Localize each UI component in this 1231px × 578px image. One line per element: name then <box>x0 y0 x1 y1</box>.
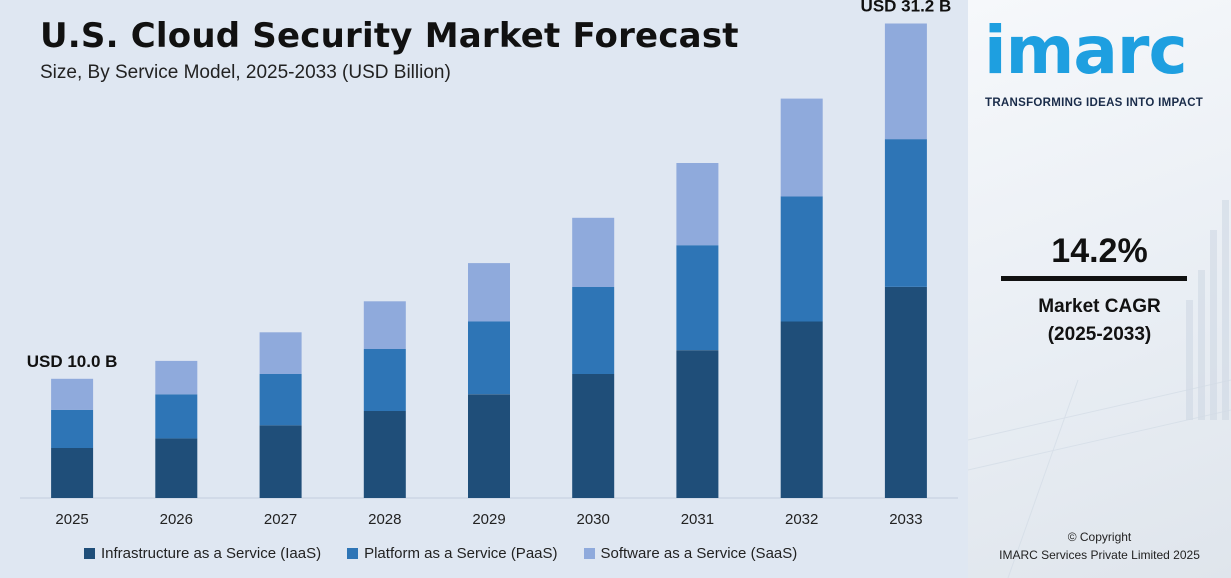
legend-label: Software as a Service (SaaS) <box>600 545 798 562</box>
x-tick-label-2029: 2029 <box>472 511 505 528</box>
legend-label: Platform as a Service (PaaS) <box>364 545 558 562</box>
bar-chart: 2025 2026 2027 2028 2029 2030 2031 2032 2033 USD … <box>20 0 958 528</box>
annotation-2033: USD 31.2 B <box>861 0 952 16</box>
x-tick-label-2033: 2033 <box>889 511 922 528</box>
side-panel: imarc TRANSFORMING IDEAS INTO IMPACT 14.… <box>968 0 1231 578</box>
chart-title: U.S. Cloud Security Market Forecast <box>40 16 739 56</box>
logo-tagline: TRANSFORMING IDEAS INTO IMPACT <box>985 97 1204 109</box>
chart-subtitle: Size, By Service Model, 2025-2033 (USD B… <box>40 62 451 83</box>
bar-segment-2029-saas <box>468 263 510 322</box>
cagr-period: (2025-2033) <box>1047 324 1152 345</box>
copyright-notice: © Copyright <box>1067 530 1132 544</box>
chart-panel: U.S. Cloud Security Market Forecast Size… <box>0 0 968 578</box>
bar-segment-2027-paas <box>259 374 302 426</box>
bar-segment-2033-paas <box>884 139 927 287</box>
annotation-2025: USD 10.0 B <box>27 352 118 371</box>
bar-segment-2027-iaas <box>259 425 302 498</box>
legend-item-paas: Platform as a Service (PaaS) <box>347 545 558 562</box>
bar-segment-2026-iaas <box>155 438 198 498</box>
bar-segment-2032-paas <box>780 196 823 322</box>
bar-segment-2025-saas <box>51 378 94 410</box>
bar-segment-2030-paas <box>572 287 615 374</box>
x-tick-label-2026: 2026 <box>160 511 193 528</box>
bar-segment-2028-saas <box>363 301 406 349</box>
legend-label: Infrastructure as a Service (IaaS) <box>101 545 322 562</box>
bar-segment-2033-saas <box>884 23 927 140</box>
legend-swatch <box>583 548 595 559</box>
x-tick-label-2025: 2025 <box>55 511 88 528</box>
bar-segment-2026-saas <box>155 360 198 395</box>
legend-item-iaas: Infrastructure as a Service (IaaS) <box>84 545 321 562</box>
cagr-divider <box>1001 276 1187 281</box>
bar-segment-2031-saas <box>676 163 719 246</box>
bar-segment-2027-saas <box>259 332 302 374</box>
cagr-value: 14.2% <box>1051 232 1148 270</box>
bar-segment-2030-saas <box>572 217 615 287</box>
legend-swatch <box>84 548 95 559</box>
x-tick-label-2028: 2028 <box>368 511 401 528</box>
bar-segment-2029-paas <box>468 321 510 395</box>
bar-segment-2032-saas <box>780 98 823 197</box>
bar-segment-2030-iaas <box>572 374 615 498</box>
background-graph-decoration <box>968 200 1231 578</box>
bar-segment-2025-paas <box>51 409 94 448</box>
legend-swatch <box>347 548 359 559</box>
bar-segment-2028-iaas <box>363 411 406 498</box>
x-tick-label-2032: 2032 <box>785 511 818 528</box>
bar-segment-2025-iaas <box>51 447 94 498</box>
cagr-label: Market CAGR <box>1038 296 1161 317</box>
bar-segment-2031-paas <box>676 245 719 351</box>
x-tick-label-2030: 2030 <box>577 511 610 528</box>
company-name: IMARC Services Private Limited 2025 <box>999 548 1200 562</box>
imarc-logo: imarc <box>984 12 1188 89</box>
bar-segment-2031-iaas <box>676 350 719 498</box>
bar-segment-2032-iaas <box>780 321 823 498</box>
bar-segment-2033-iaas <box>884 287 927 498</box>
legend: Infrastructure as a Service (IaaS) Platfo… <box>84 545 797 562</box>
bar-segment-2026-paas <box>155 394 198 439</box>
bar-segment-2029-iaas <box>468 394 510 498</box>
x-tick-label-2027: 2027 <box>264 511 297 528</box>
legend-item-saas: Software as a Service (SaaS) <box>583 545 798 562</box>
bar-segment-2028-paas <box>363 349 406 411</box>
x-tick-label-2031: 2031 <box>681 511 714 528</box>
